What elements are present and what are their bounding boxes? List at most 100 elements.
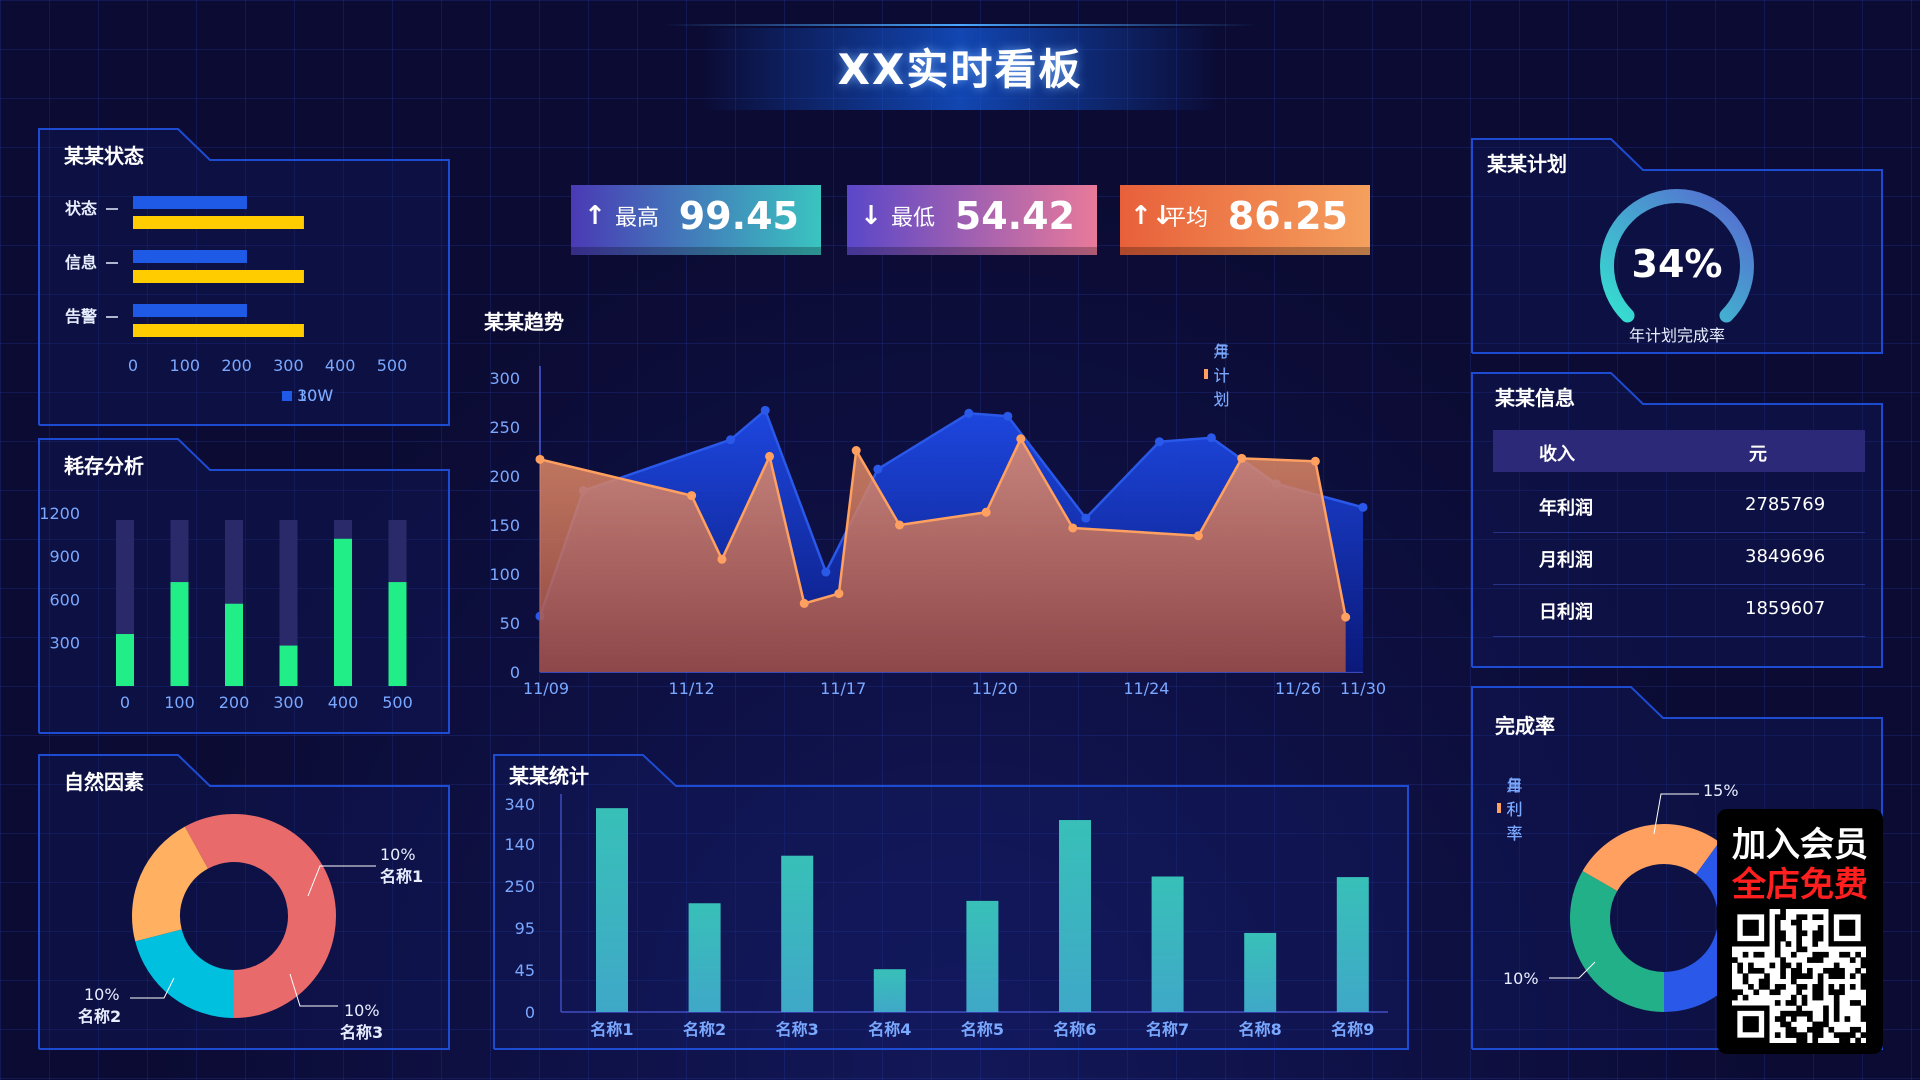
y-tick-label: 600 bbox=[49, 590, 80, 609]
legend-item-30W[interactable]: 30W bbox=[282, 386, 333, 405]
qr-module bbox=[1812, 1026, 1819, 1033]
qr-module bbox=[1849, 984, 1856, 990]
qr-module bbox=[1785, 1021, 1792, 1028]
qr-module bbox=[1753, 989, 1760, 996]
header-unit: 元 bbox=[1749, 444, 1767, 465]
x-tick-label: 名称9 bbox=[1331, 1020, 1374, 1039]
y-tick-label: 1200 bbox=[39, 504, 80, 523]
qr-module bbox=[1812, 989, 1819, 996]
panel-frame bbox=[38, 754, 450, 1050]
qr-module bbox=[1833, 1010, 1840, 1017]
bar-track bbox=[279, 520, 298, 686]
info-panel: 某某信息 收入 元 年利润 2785769 月利润 3849696 日利润 1859607 bbox=[1471, 372, 1883, 668]
qr-module bbox=[1860, 1016, 1867, 1022]
kpi-card-2[interactable]: ↑↓ 平均 86.25 bbox=[1120, 185, 1370, 255]
point-年计划 bbox=[895, 520, 905, 530]
slice-名称1 bbox=[184, 814, 336, 1018]
qr-module bbox=[1774, 1032, 1781, 1038]
point-月计划 bbox=[1081, 513, 1091, 523]
qr-module bbox=[1780, 914, 1786, 921]
x-tick-label: 100 bbox=[170, 356, 201, 375]
leader-line bbox=[130, 977, 175, 999]
legend-swatch bbox=[1497, 803, 1502, 813]
qr-module bbox=[1801, 1037, 1808, 1044]
qr-module bbox=[1790, 919, 1797, 926]
qr-module bbox=[1748, 984, 1754, 990]
qr-module bbox=[1790, 994, 1797, 1001]
qr-module bbox=[1849, 957, 1856, 963]
row-value: 1859607 bbox=[1745, 598, 1826, 619]
point-年计划 bbox=[1310, 456, 1320, 466]
slice-月利率 bbox=[1570, 871, 1665, 1012]
promo-line2: 全店免费 bbox=[1732, 865, 1868, 905]
qr-module bbox=[1796, 941, 1802, 947]
row-value: 2785769 bbox=[1745, 494, 1826, 515]
panel-title: 自然因素 bbox=[64, 770, 144, 794]
qr-module bbox=[1737, 989, 1744, 996]
x-tick-label: 11/09 bbox=[523, 679, 569, 698]
qr-module bbox=[1807, 967, 1813, 974]
x-tick-label: 0 bbox=[120, 693, 130, 712]
qr-module bbox=[1732, 957, 1738, 963]
qr-module bbox=[1817, 994, 1824, 1001]
point-月计划 bbox=[873, 464, 883, 474]
bar-10W bbox=[133, 270, 304, 283]
legend-item-年计划[interactable]: 年计划 bbox=[1204, 338, 1235, 410]
plan-panel: 某某计划 34% 年计划完成率 bbox=[1471, 138, 1883, 354]
qr-module bbox=[1748, 967, 1754, 974]
storage-panel: 耗存分析 300 600 900 1200 0 100 200 300 400 500 bbox=[38, 438, 450, 734]
qr-module bbox=[1860, 1010, 1867, 1017]
x-tick-label: 11/30 bbox=[1340, 679, 1386, 698]
qr-module bbox=[1817, 978, 1824, 985]
category-label: 告警 bbox=[65, 307, 97, 326]
legend-item-月计划[interactable]: 月计划 bbox=[1204, 338, 1235, 410]
point-年计划 bbox=[1341, 612, 1351, 622]
x-tick-label: 名称8 bbox=[1239, 1020, 1282, 1039]
kpi-card-1[interactable]: ↓ 最低 54.42 bbox=[847, 185, 1097, 255]
qr-module bbox=[1839, 951, 1845, 958]
title-line bbox=[660, 24, 1260, 26]
y-tick-label: 45 bbox=[515, 961, 535, 980]
bar-10W bbox=[133, 324, 304, 337]
qr-module bbox=[1796, 984, 1802, 990]
legend-swatch bbox=[1204, 369, 1209, 379]
panel-title: 某某计划 bbox=[1487, 152, 1567, 176]
qr-module bbox=[1849, 1000, 1856, 1006]
qr-module bbox=[1817, 1026, 1824, 1033]
qr-module bbox=[1823, 951, 1829, 958]
qr-module bbox=[1860, 984, 1867, 990]
panel-title: 耗存分析 bbox=[64, 454, 144, 478]
qr-module bbox=[1774, 919, 1781, 926]
bar bbox=[334, 538, 352, 686]
qr-module bbox=[1796, 914, 1802, 921]
gauge-value: 34% bbox=[1631, 242, 1723, 286]
kpi-label: 平均 bbox=[1164, 206, 1209, 231]
qr-module bbox=[1855, 1026, 1861, 1033]
qr-module bbox=[1801, 1000, 1808, 1006]
qr-module bbox=[1812, 914, 1819, 921]
qr-module bbox=[1807, 957, 1813, 963]
point-年计划 bbox=[535, 454, 545, 464]
bar-30W bbox=[133, 304, 247, 317]
qr-module bbox=[1780, 962, 1786, 969]
bar-30W bbox=[133, 250, 247, 263]
point-月计划 bbox=[821, 567, 831, 577]
point-年计划 bbox=[1068, 523, 1078, 533]
bar bbox=[873, 969, 906, 1012]
qr-module bbox=[1774, 984, 1781, 990]
x-tick-label: 名称2 bbox=[683, 1020, 726, 1039]
qr-module bbox=[1742, 978, 1749, 985]
legend-label: 日利率 bbox=[1506, 776, 1523, 843]
leader-line bbox=[1653, 793, 1699, 835]
table-row: 日利润 1859607 bbox=[1493, 584, 1865, 637]
qr-module bbox=[1817, 1032, 1824, 1038]
point-月计划 bbox=[1358, 502, 1368, 512]
kpi-card-0[interactable]: ↑ 最高 99.45 bbox=[571, 185, 821, 255]
panel-title: 某某信息 bbox=[1495, 386, 1575, 410]
promo-badge[interactable]: 加入会员 全店免费 bbox=[1717, 809, 1883, 1054]
qr-module bbox=[1780, 973, 1786, 979]
qr-module bbox=[1817, 1021, 1824, 1028]
legend-item-日利率[interactable]: 日利率 bbox=[1497, 772, 1528, 844]
qr-module bbox=[1801, 1032, 1808, 1038]
